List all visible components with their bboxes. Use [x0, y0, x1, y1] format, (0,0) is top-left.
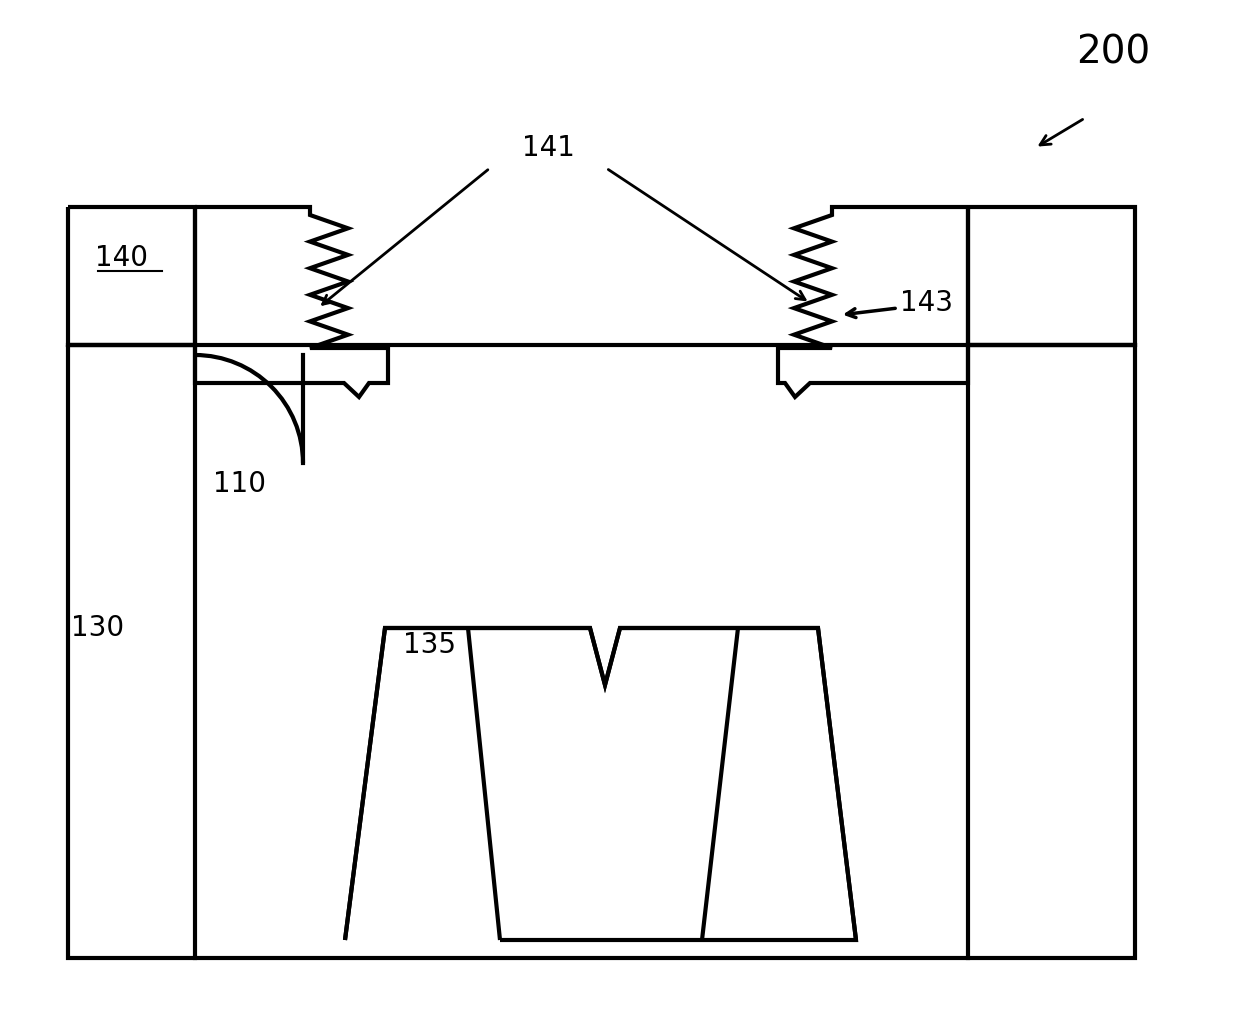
- Text: 135: 135: [403, 631, 456, 659]
- Text: 140: 140: [95, 244, 149, 272]
- Text: 200: 200: [1076, 33, 1151, 71]
- Text: 143: 143: [900, 289, 954, 317]
- Text: 110: 110: [213, 470, 267, 498]
- Text: 130: 130: [72, 614, 124, 642]
- Text: 141: 141: [522, 134, 574, 162]
